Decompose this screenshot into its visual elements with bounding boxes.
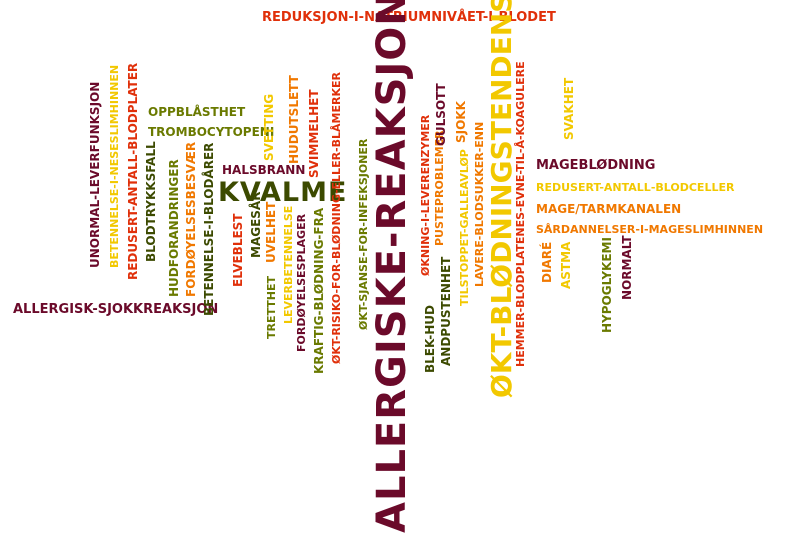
word-blek-hud: BLEK-HUD <box>423 305 437 373</box>
word-astma: ASTMA <box>559 241 573 289</box>
word-okt-blodningstendens: ØKT-BLØDNINGSTENDENS <box>485 0 518 398</box>
word-svakhet: SVAKHET <box>562 77 576 140</box>
word-tilstoppet-galleavlop: TILSTOPPET-GALLEAVLØP <box>458 149 471 306</box>
word-halsbrann: HALSBRANN <box>222 163 306 177</box>
word-gulsott: GULSOTT <box>434 83 448 146</box>
word-hypoglykemi: HYPOGLYKEMI <box>600 237 614 333</box>
word-hudforandringer: HUDFORANDRINGER <box>167 159 181 297</box>
word-andpustenhet: ANDPUSTENHET <box>439 256 453 366</box>
word-okning-leverenzymer: ØKNING-I-LEVERENZYMER <box>419 114 432 276</box>
word-kraftig-blodning-fra: KRAFTIG-BLØDNING-FRA <box>312 207 326 374</box>
word-unormal-leverfunksjon: UNORMAL-LEVERFUNKSJON <box>88 81 102 268</box>
word-redusert-antall-blodceller: REDUSERT-ANTALL-BLODCELLER <box>536 181 735 194</box>
word-sjokk: SJOKK <box>454 101 468 143</box>
word-sardannelser: SÅRDANNELSER-I-MAGESLIMHINNEN <box>536 223 764 236</box>
word-lavere-blodsukker-enn: LAVERE-BLODSUKKER-ENN <box>473 121 486 287</box>
word-fordoyelsesplager: FORDØYELSESPLAGER <box>295 213 308 352</box>
word-tretthet: TRETTHET <box>265 276 278 339</box>
word-elveblest: ELVEBLEST <box>231 213 245 288</box>
word-leverbetennelse: LEVERBETENNELSE <box>282 205 295 324</box>
word-kvalme: KVALME <box>218 177 348 208</box>
word-magesar: MAGESÅR <box>249 191 263 258</box>
word-diare: DIARÉ <box>540 241 554 283</box>
word-reduksjon-natrium: REDUKSJON-I-NATRIUMNIVÅET-I-BLODET <box>262 10 556 25</box>
word-mage-tarmkanalen: MAGE/TARMKANALEN <box>536 202 682 216</box>
word-allergisk-sjokkreaksjon: ALLERGISK-SJOKKREAKSJON <box>13 302 219 317</box>
word-oppblasthet: OPPBLÅSTHET <box>148 105 246 119</box>
word-fordoyelsesbesvaer: FORDØYELSESBESVÆR <box>184 141 198 297</box>
word-svimmelhet: SVIMMELHET <box>307 89 321 178</box>
word-redusert-antall-blodplater: REDUSERT-ANTALL-BLODPLATER <box>126 62 140 280</box>
word-allergiske-reaksjoner: ALLERGISKE-REAKSJONER <box>369 0 415 533</box>
word-betennelse-blodarer: BETENNELSE-I-BLODÅRER <box>202 142 216 316</box>
word-hemmer-blodplatenes-evne: HEMMER-BLODPLATENES-EVNE-TIL-Å-KOAGULERE <box>514 61 527 367</box>
word-mageblodning: MAGEBLØDNING <box>536 158 656 173</box>
word-hudutslett: HUDUTSLETT <box>287 75 301 164</box>
word-normalt: NORMALT <box>620 235 634 300</box>
word-okt-sjanse-for-infeksjoner: ØKT-SJANSE-FOR-INFEKSJONER <box>357 138 370 330</box>
word-trombocytopeni: TROMBOCYTOPENI <box>148 125 275 139</box>
word-betennelse-neseslimhinnen: BETENNELSE-I-NESESLIMHINNEN <box>108 64 121 268</box>
word-uvelhet: UVELHET <box>264 201 278 263</box>
word-blodtrykksfall: BLODTRYKKSFALL <box>144 141 158 262</box>
word-okt-risiko-for-blodning: ØKT-RISIKO-FOR-BLØDNING-ELLER-BLÅMERKER <box>330 72 343 364</box>
word-pusteproblemer: PUSTEPROBLEMER <box>433 130 446 246</box>
word-svetting: SVETTING <box>262 93 276 161</box>
